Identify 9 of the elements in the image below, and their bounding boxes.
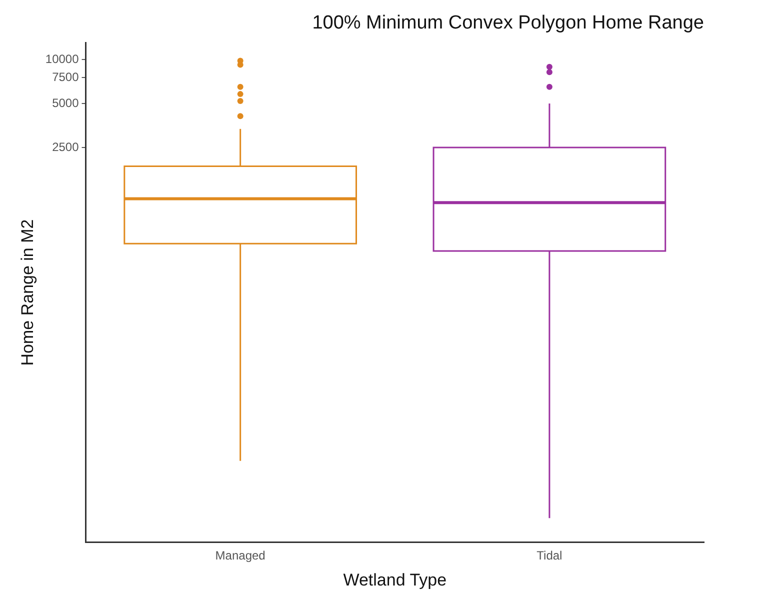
x-tick-label: Managed (215, 548, 266, 563)
y-tick-label: 2500 (52, 140, 80, 154)
x-tick-label: Tidal (536, 548, 562, 563)
y-axis-title: Home Range in M2 (18, 219, 37, 366)
y-tick-label: 10000 (45, 52, 80, 66)
y-tick-label: 7500 (52, 70, 80, 84)
chart-title: 100% Minimum Convex Polygon Home Range (312, 12, 704, 34)
y-tick-label: 5000 (52, 96, 80, 110)
x-axis-title: Wetland Type (343, 570, 447, 590)
